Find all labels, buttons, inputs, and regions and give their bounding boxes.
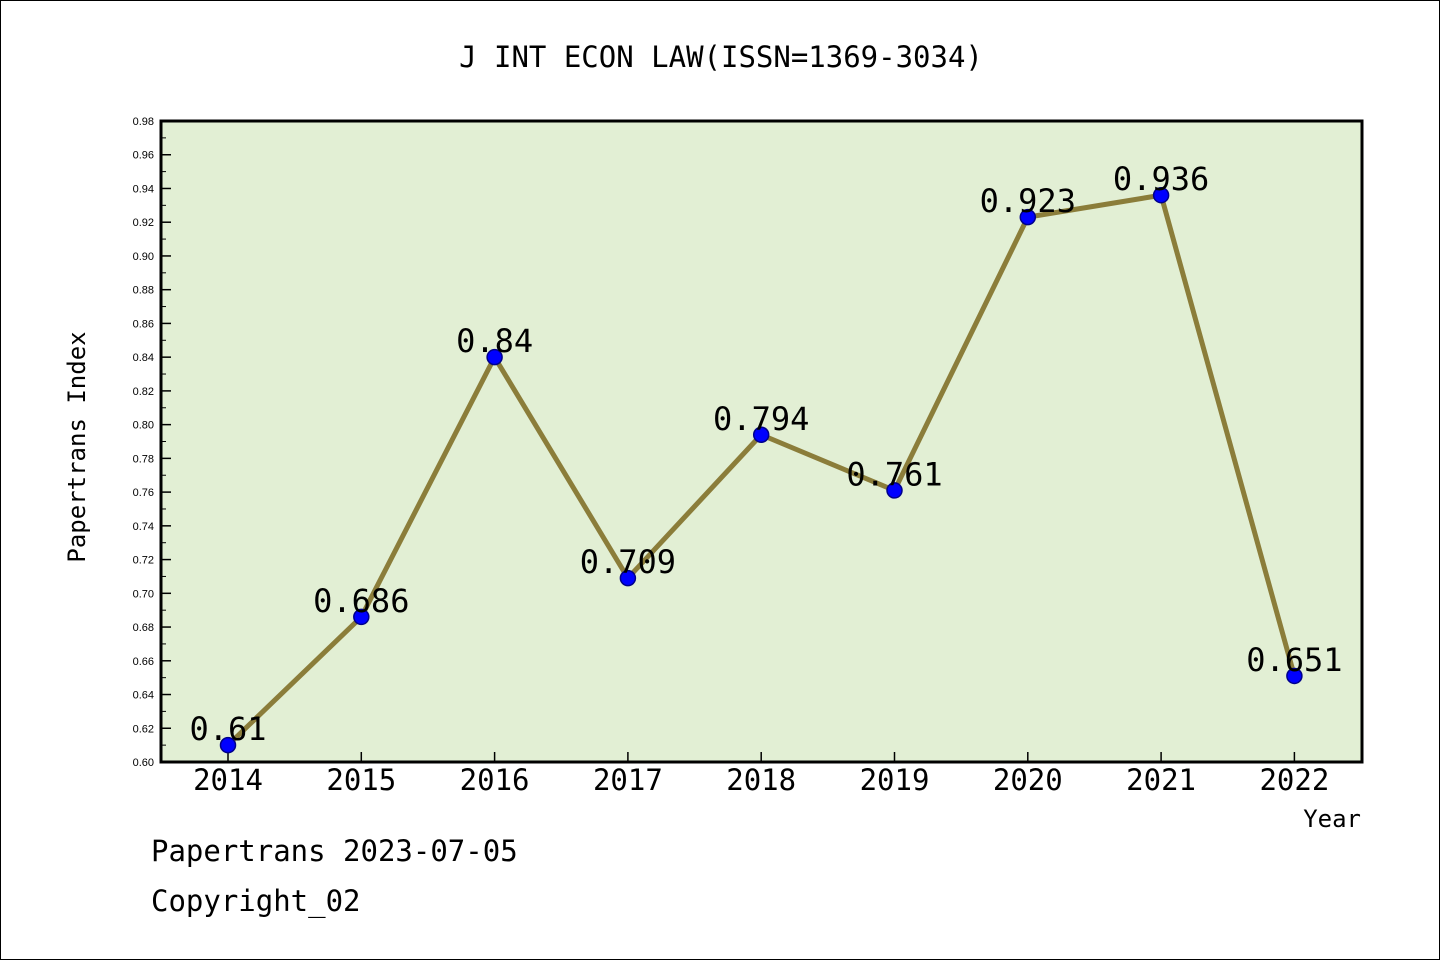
y-tick-label: 0.84 bbox=[133, 352, 154, 364]
y-tick-label: 0.66 bbox=[133, 656, 154, 668]
footer-date: Papertrans 2023-07-05 bbox=[151, 834, 518, 868]
data-label: 0.61 bbox=[189, 710, 266, 748]
x-tick-label: 2021 bbox=[1126, 763, 1196, 797]
chart-title: J INT ECON LAW(ISSN=1369-3034) bbox=[459, 40, 983, 74]
y-tick-label: 0.96 bbox=[133, 150, 154, 162]
x-tick-label: 2016 bbox=[460, 763, 530, 797]
y-tick-label: 0.94 bbox=[133, 183, 154, 195]
y-tick-label: 0.78 bbox=[133, 453, 154, 465]
y-axis-label: Papertrans Index bbox=[63, 331, 91, 562]
data-point bbox=[1152, 186, 1170, 204]
x-tick-label: 2019 bbox=[860, 763, 930, 797]
data-point bbox=[1019, 208, 1037, 226]
y-tick-label: 0.98 bbox=[133, 116, 154, 128]
data-label: 0.651 bbox=[1246, 641, 1342, 679]
data-label: 0.936 bbox=[1113, 160, 1209, 198]
data-point bbox=[353, 608, 370, 626]
data-point bbox=[1286, 667, 1303, 685]
x-tick-label: 2018 bbox=[726, 763, 796, 797]
data-label: 0.794 bbox=[713, 400, 809, 438]
x-tick-label: 2015 bbox=[326, 763, 396, 797]
data-point bbox=[486, 348, 503, 366]
y-tick-label: 0.80 bbox=[133, 420, 154, 432]
data-label: 0.84 bbox=[456, 322, 533, 360]
x-axis: 2014 2015 2016 2017 2018 2019 2020 2021 2022 bbox=[193, 752, 1329, 797]
x-tick-label: 2014 bbox=[193, 763, 263, 797]
data-point bbox=[619, 569, 637, 587]
data-label: 0.686 bbox=[313, 582, 409, 620]
data-label: 0.761 bbox=[846, 455, 942, 493]
footer-copyright: Copyright_02 bbox=[151, 884, 361, 918]
y-tick-label: 0.88 bbox=[133, 285, 154, 297]
data-point bbox=[886, 482, 903, 499]
x-tick-label: 2017 bbox=[593, 763, 663, 797]
y-axis: 0.60 0.62 0.64 0.66 0.68 0.70 0.72 0.74 0.76 0.78… bbox=[133, 116, 171, 769]
y-tick-label: 0.68 bbox=[133, 622, 154, 634]
y-tick-label: 0.90 bbox=[133, 251, 154, 263]
x-tick-label: 2022 bbox=[1259, 763, 1329, 797]
y-tick-label: 0.62 bbox=[133, 723, 154, 735]
data-point bbox=[752, 426, 770, 444]
y-tick-label: 0.60 bbox=[133, 757, 154, 769]
y-tick-label: 0.74 bbox=[133, 521, 154, 533]
y-tick-label: 0.64 bbox=[133, 690, 154, 702]
y-tick-label: 0.76 bbox=[133, 487, 154, 499]
data-labels: 0.61 0.686 0.84 0.709 0.794 0.761 0.923 0.936 0.… bbox=[189, 160, 1342, 748]
y-tick-label: 0.70 bbox=[133, 588, 154, 600]
data-label: 0.923 bbox=[980, 182, 1076, 220]
data-point bbox=[219, 736, 237, 754]
y-tick-label: 0.86 bbox=[133, 318, 154, 330]
y-tick-label: 0.72 bbox=[133, 555, 154, 567]
x-tick-label: 2020 bbox=[993, 763, 1063, 797]
x-axis-label: Year bbox=[1303, 805, 1361, 833]
data-points bbox=[219, 186, 1303, 754]
data-label: 0.709 bbox=[580, 543, 676, 581]
y-tick-label: 0.92 bbox=[133, 217, 154, 229]
y-tick-label: 0.82 bbox=[133, 386, 154, 398]
